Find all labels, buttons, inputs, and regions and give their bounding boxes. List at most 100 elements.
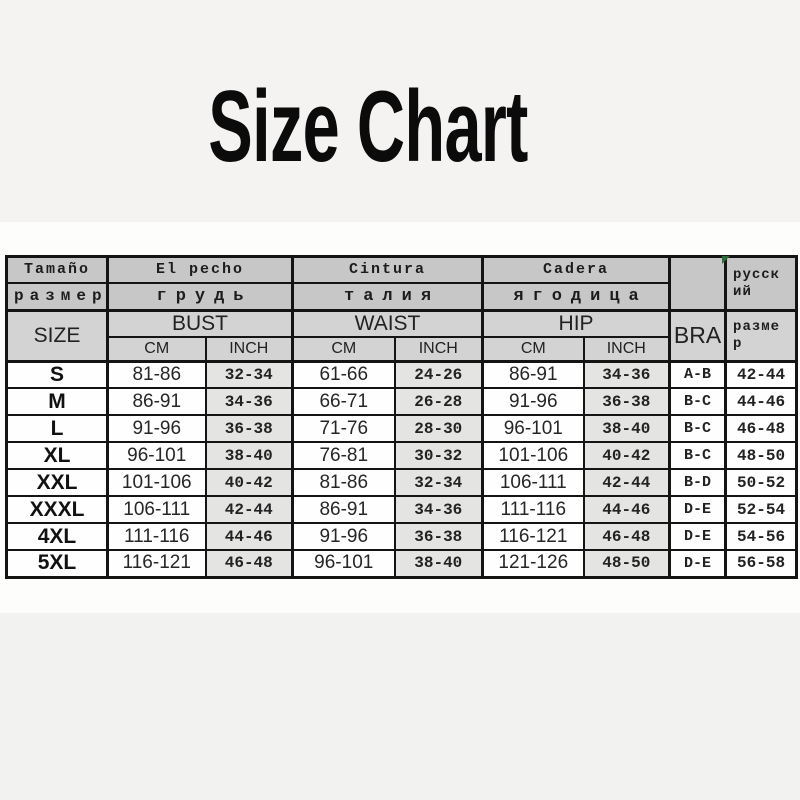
cell-ru: 56-58 (724, 549, 798, 578)
cell-ru: 46-48 (724, 414, 798, 443)
header-size: SIZE (5, 309, 109, 363)
header-hip-inch: INCH (582, 336, 671, 363)
cell-size: L (5, 414, 109, 443)
cell-ru: 48-50 (724, 441, 798, 470)
table-row: 5XL 116-121 46-48 96-101 38-40 121-126 48-50 D-… (5, 549, 798, 578)
header-row-units: CM INCH CM INCH CM INCH (7, 336, 797, 363)
header-bra-blank (668, 255, 727, 312)
cell-bust_cm: 101-106 (106, 468, 207, 497)
cell-hip_inch: 38-40 (582, 414, 671, 443)
cell-bust_cm: 106-111 (106, 495, 207, 524)
header-row-spanish: Tamaño El pecho Cintura Cadera русский (5, 255, 798, 312)
header-bust-cm: CM (106, 336, 207, 363)
cell-waist_cm: 81-86 (291, 468, 396, 497)
cell-ru: 50-52 (724, 468, 798, 497)
cell-hip_cm: 116-121 (481, 522, 585, 551)
header-cadera: Cadera (481, 255, 671, 284)
cell-bust_inch: 36-38 (204, 414, 294, 443)
cell-waist_cm: 86-91 (291, 495, 396, 524)
table-row: M 86-91 34-36 66-71 26-28 91-96 36-38 B-C 44-46 (5, 387, 798, 416)
cell-hip_cm: 111-116 (481, 495, 585, 524)
cell-hip_cm: 101-106 (481, 441, 585, 470)
table-row: L 91-96 36-38 71-76 28-30 96-101 38-40 B-C 46-48 (5, 414, 798, 443)
cell-hip_inch: 48-50 (582, 549, 671, 578)
cell-ru: 54-56 (724, 522, 798, 551)
cell-waist_cm: 96-101 (291, 549, 396, 578)
header-bust-inch: INCH (204, 336, 294, 363)
cell-waist_cm: 91-96 (291, 522, 396, 551)
cell-hip_cm: 86-91 (481, 360, 585, 389)
header-russkiy: русский (724, 255, 798, 312)
cell-waist_inch: 32-34 (393, 468, 484, 497)
cell-ru: 44-46 (724, 387, 798, 416)
header-hip-cm: CM (481, 336, 585, 363)
cell-bra: D-E (668, 495, 727, 524)
cell-size: XL (5, 441, 109, 470)
cell-hip_cm: 121-126 (481, 549, 585, 578)
header-tamano: Tamaño (5, 255, 109, 284)
cell-bra: B-C (668, 414, 727, 443)
cell-hip_inch: 44-46 (582, 495, 671, 524)
header-taliya: талия (291, 281, 484, 312)
header-el-pecho: El pecho (105, 255, 294, 284)
cell-waist_inch: 36-38 (393, 522, 484, 551)
cell-size: S (5, 360, 109, 389)
cell-hip_cm: 91-96 (481, 387, 585, 416)
page-title: Size Chart (208, 71, 528, 183)
cell-bust_inch: 46-48 (204, 549, 294, 578)
cell-bust_inch: 32-34 (204, 360, 294, 389)
table-row: S 81-86 32-34 61-66 24-26 86-91 34-36 A-B 42-44 (5, 360, 798, 389)
cell-size: M (5, 387, 109, 416)
cell-hip_cm: 96-101 (481, 414, 585, 443)
header-waist: WAIST (291, 309, 484, 338)
cell-hip_cm: 106-111 (481, 468, 585, 497)
table-row: XXL 101-106 40-42 81-86 32-34 106-111 42-44 B-D… (5, 468, 798, 497)
cell-hip_inch: 40-42 (582, 441, 671, 470)
cell-size: 5XL (5, 549, 109, 578)
cell-hip_inch: 42-44 (582, 468, 671, 497)
cell-bra: B-C (668, 441, 727, 470)
cell-hip_inch: 34-36 (582, 360, 671, 389)
header-cintura: Cintura (291, 255, 484, 284)
cell-waist_inch: 30-32 (393, 441, 484, 470)
cell-corner-marker (722, 256, 730, 264)
cell-bra: B-C (668, 387, 727, 416)
cell-bust_cm: 116-121 (106, 549, 207, 578)
cell-bust_inch: 40-42 (204, 468, 294, 497)
cell-waist_inch: 34-36 (393, 495, 484, 524)
cell-size: 4XL (5, 522, 109, 551)
background-bottom-band (0, 613, 800, 800)
cell-bust_inch: 44-46 (204, 522, 294, 551)
cell-waist_cm: 61-66 (291, 360, 396, 389)
cell-size: XXXL (5, 495, 109, 524)
header-hip: HIP (481, 309, 671, 338)
header-waist-inch: INCH (393, 336, 484, 363)
header-bra: BRA (668, 309, 727, 363)
header-razmer: размер (5, 281, 109, 312)
cell-bra: B-D (668, 468, 727, 497)
size-chart-table: Tamaño El pecho Cintura Cadera русский р… (5, 255, 799, 579)
header-waist-cm: CM (291, 336, 396, 363)
table-row: XL 96-101 38-40 76-81 30-32 101-106 40-42 B-C 48… (5, 441, 798, 470)
cell-waist_cm: 76-81 (291, 441, 396, 470)
cell-bra: D-E (668, 522, 727, 551)
cell-bust_cm: 111-116 (106, 522, 207, 551)
header-razmer-col: размер (724, 309, 798, 363)
cell-waist_cm: 71-76 (291, 414, 396, 443)
cell-bust_cm: 96-101 (106, 441, 207, 470)
header-bust: BUST (105, 309, 294, 338)
header-grud: грудь (105, 281, 294, 312)
cell-bust_inch: 38-40 (204, 441, 294, 470)
cell-bust_inch: 34-36 (204, 387, 294, 416)
cell-bra: D-E (668, 549, 727, 578)
cell-bust_cm: 81-86 (106, 360, 207, 389)
cell-hip_inch: 36-38 (582, 387, 671, 416)
cell-ru: 42-44 (724, 360, 798, 389)
header-yagoditsa: ягодица (481, 281, 671, 312)
cell-ru: 52-54 (724, 495, 798, 524)
cell-size: XXL (5, 468, 109, 497)
cell-waist_inch: 26-28 (393, 387, 484, 416)
cell-waist_inch: 28-30 (393, 414, 484, 443)
header-row-russian: размер грудь талия ягодица (5, 281, 797, 312)
